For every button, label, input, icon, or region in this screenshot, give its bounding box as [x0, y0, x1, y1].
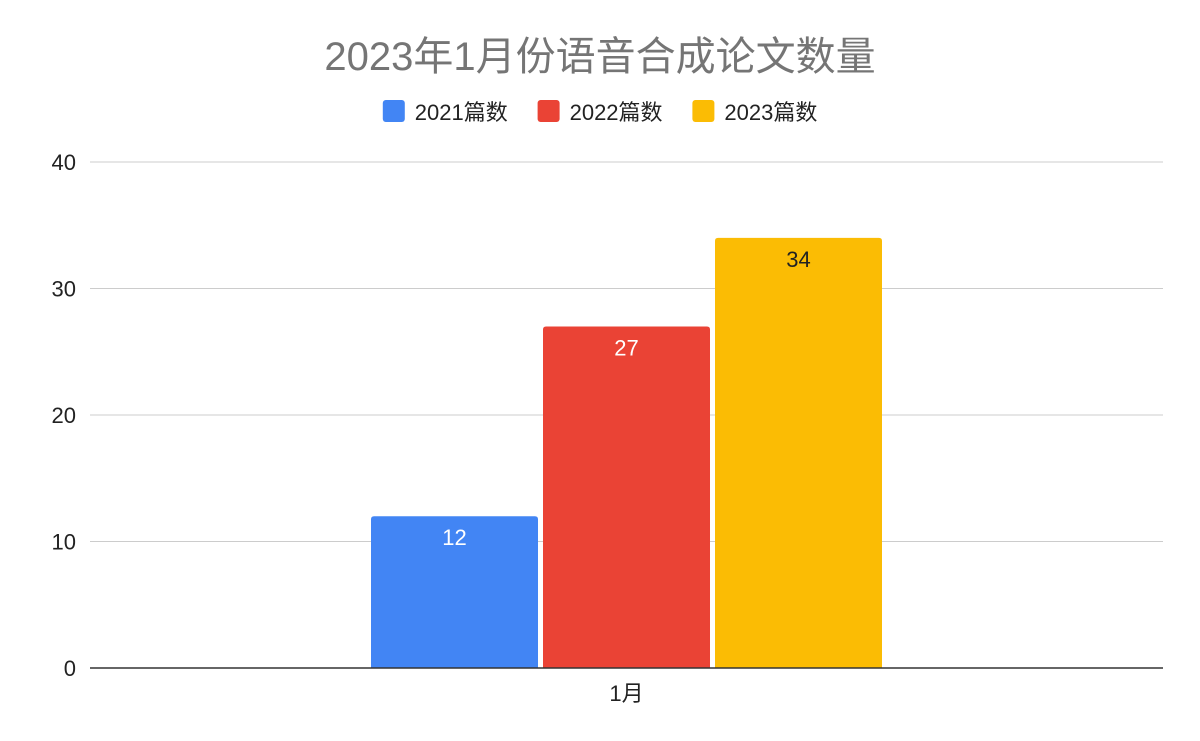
bar-value-label: 27: [614, 335, 638, 360]
legend-swatch: [537, 100, 560, 122]
legend-item[interactable]: 2023篇数: [692, 100, 817, 125]
y-tick-label: 0: [64, 656, 76, 681]
bar[interactable]: [371, 516, 538, 668]
legend-label: 2021篇数: [415, 100, 508, 125]
bar[interactable]: [715, 237, 882, 668]
legend-swatch: [382, 100, 405, 122]
bar-value-label: 12: [442, 525, 466, 550]
legend-swatch: [692, 100, 715, 122]
legend-item[interactable]: 2021篇数: [382, 100, 508, 125]
bar-value-label: 34: [786, 247, 810, 272]
legend: 2021篇数 2022篇数 2023篇数: [382, 100, 817, 125]
legend-label: 2022篇数: [570, 100, 663, 125]
chart-title: 2023年1月份语音合成论文数量: [324, 35, 875, 79]
y-tick-label: 20: [52, 403, 76, 428]
x-axis-labels: 1月: [609, 681, 643, 706]
y-tick-label: 10: [52, 530, 76, 555]
y-tick-label: 40: [52, 150, 76, 175]
y-axis-ticks: 0 10 20 30 40: [52, 150, 76, 681]
legend-item[interactable]: 2022篇数: [537, 100, 663, 125]
y-tick-label: 30: [52, 277, 76, 302]
bars: 12 27 34: [371, 237, 882, 668]
bar[interactable]: [543, 326, 710, 668]
legend-label: 2023篇数: [724, 100, 817, 125]
x-category-label: 1月: [609, 681, 643, 706]
